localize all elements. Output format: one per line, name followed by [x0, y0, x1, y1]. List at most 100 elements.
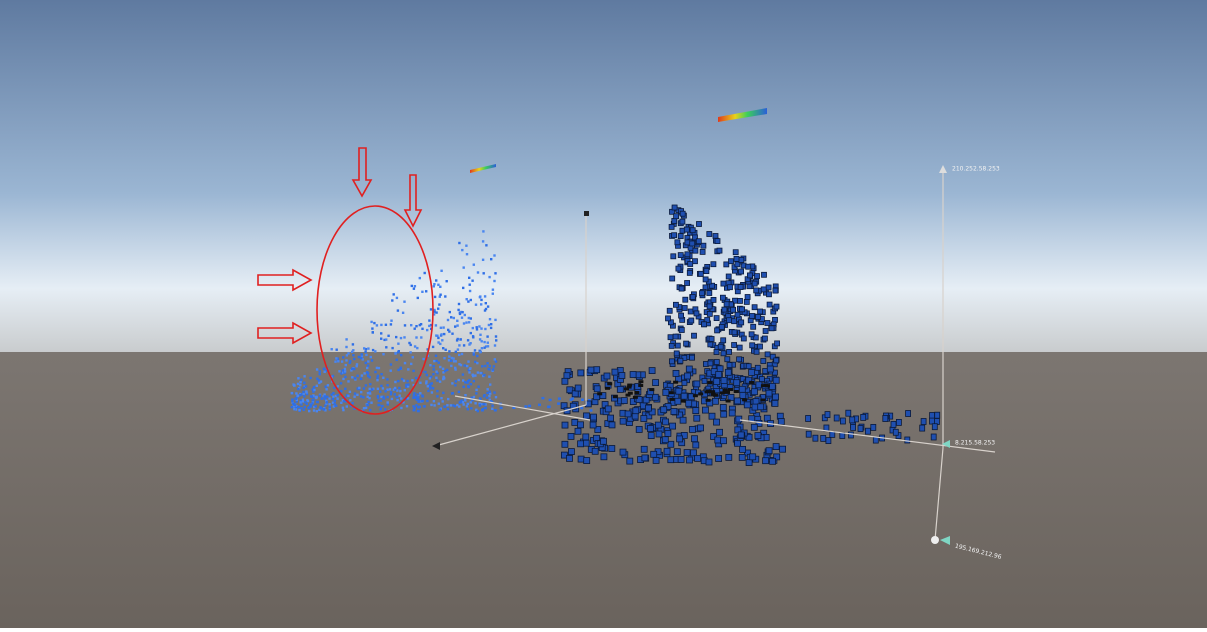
axis-label: 210.252.58.253 [952, 166, 1000, 173]
point [482, 272, 485, 275]
point [845, 409, 852, 417]
point [479, 371, 482, 375]
point [429, 385, 432, 389]
point [725, 273, 732, 280]
point [397, 368, 400, 372]
point [739, 375, 746, 382]
point [311, 398, 315, 402]
point [340, 360, 344, 363]
point [382, 353, 385, 356]
point [434, 354, 438, 357]
point [668, 319, 674, 326]
point [341, 399, 345, 402]
point [705, 398, 711, 402]
point [454, 366, 457, 370]
point [380, 395, 383, 399]
point [384, 408, 387, 411]
point [594, 426, 602, 433]
point [336, 385, 340, 388]
point [468, 289, 472, 293]
point [765, 284, 772, 291]
point [716, 428, 723, 436]
point [400, 406, 403, 410]
point [670, 408, 678, 415]
point [438, 303, 441, 306]
point [437, 336, 440, 340]
point [405, 385, 408, 388]
point [677, 357, 684, 364]
point [368, 376, 371, 379]
point [390, 319, 393, 322]
point [706, 231, 713, 237]
point [417, 400, 421, 403]
point [428, 324, 431, 328]
point [692, 407, 700, 415]
point [331, 397, 335, 401]
point [710, 296, 717, 303]
point [342, 408, 345, 412]
point [488, 375, 491, 378]
point [698, 392, 704, 396]
point [755, 419, 763, 427]
point [485, 244, 488, 247]
point [298, 408, 301, 412]
point [684, 280, 690, 286]
point [460, 316, 464, 319]
point [440, 269, 443, 272]
point [733, 255, 740, 262]
point [466, 364, 469, 368]
point [754, 432, 762, 440]
point [456, 348, 460, 351]
point [369, 408, 372, 412]
point [297, 405, 300, 409]
point [825, 437, 832, 445]
point [344, 375, 347, 379]
point [323, 395, 327, 398]
point [766, 365, 774, 373]
point [739, 306, 745, 313]
point [697, 270, 704, 277]
point [380, 332, 383, 335]
point [376, 394, 379, 398]
point [574, 384, 582, 392]
point [312, 385, 316, 389]
point [353, 367, 356, 371]
point [349, 360, 352, 363]
arrow [403, 174, 423, 228]
point [333, 399, 336, 403]
point [755, 313, 761, 320]
point [707, 360, 714, 367]
point [483, 340, 486, 344]
point [660, 406, 668, 414]
point [824, 411, 831, 419]
point [294, 397, 298, 400]
point [599, 392, 607, 400]
point [712, 233, 719, 239]
point [706, 310, 713, 317]
point [389, 363, 393, 366]
point [302, 386, 305, 390]
point [678, 327, 685, 333]
point [371, 348, 375, 352]
point [411, 379, 414, 382]
point [737, 431, 745, 439]
point [446, 407, 450, 411]
point [300, 407, 303, 410]
point [749, 380, 755, 384]
point [408, 341, 411, 345]
point [403, 324, 407, 327]
point [334, 404, 338, 407]
point [432, 365, 435, 368]
point [359, 377, 363, 380]
point [300, 393, 304, 396]
point [367, 360, 370, 363]
point [731, 329, 738, 336]
point [415, 336, 418, 339]
point [489, 383, 492, 386]
point [649, 388, 655, 392]
axis-marker [584, 211, 589, 216]
point [669, 358, 675, 365]
point [353, 395, 356, 398]
point [491, 407, 494, 410]
point [466, 402, 469, 406]
